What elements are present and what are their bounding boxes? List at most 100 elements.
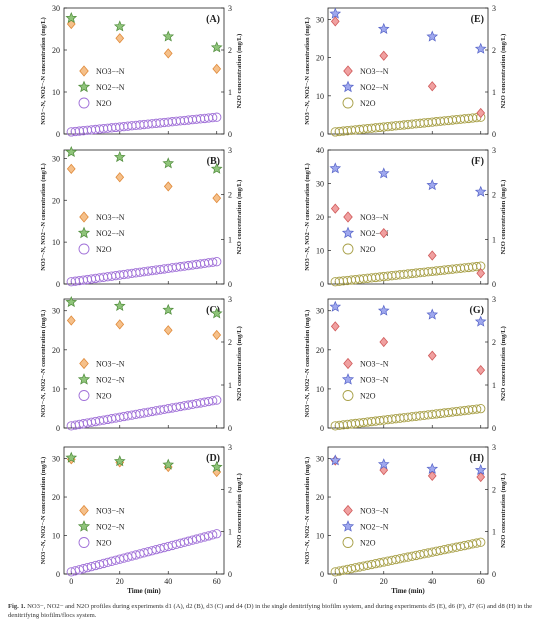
legend-marker-no2 [77, 373, 91, 385]
panel-label: (D) [206, 453, 220, 464]
plot-frame [327, 446, 489, 575]
no2-point [426, 308, 439, 320]
y-right-axis-label: N2O concentration (mg/L) [236, 34, 243, 109]
plot-frame [63, 446, 225, 575]
y-left-tick-label: 10 [52, 238, 60, 247]
y-left-tick-label: 0 [56, 570, 60, 579]
y-right-tick-label: 1 [228, 381, 232, 390]
y-left-tick-label: 0 [320, 424, 324, 433]
n2o-point [472, 538, 482, 548]
n2o-point [472, 261, 482, 272]
y-right-axis-label: N2O concentration (mg/L) [500, 180, 507, 255]
no2-point [426, 30, 439, 42]
y-left-tick-label: 10 [316, 247, 324, 256]
legend-label: NO3−-N [360, 67, 389, 76]
no3-point [115, 172, 125, 183]
legend-label: NO3−-N [96, 507, 125, 516]
legend-label: NO3−-N [360, 376, 389, 385]
legend-marker-no2 [77, 226, 91, 239]
panel-label: (C) [206, 305, 220, 316]
no2-point [162, 458, 175, 470]
no3-point [66, 163, 76, 174]
n2o-point [212, 529, 222, 539]
legend-label: NO2−-N [96, 229, 125, 238]
no2-point [210, 460, 223, 472]
legend-marker-no2 [341, 520, 355, 532]
no3-point [427, 250, 437, 261]
legend-label: NO2−-N [96, 83, 125, 92]
no3-point [66, 315, 76, 326]
y-left-axis-label: NO3−-N, NO2−-N concentration (mg/L) [40, 310, 47, 418]
y-right-tick-label: 2 [228, 191, 232, 200]
n2o-point [476, 537, 486, 547]
no3-point [330, 16, 340, 27]
y-right-axis-label: N2O concentration (mg/L) [236, 326, 243, 401]
y-left-tick-label: 20 [52, 46, 60, 55]
plot-frame [63, 149, 225, 285]
y-right-tick-label: 0 [492, 280, 496, 289]
n2o-point [212, 112, 222, 122]
y-left-axis-label: NO3−-N, NO2−-N concentration (mg/L) [304, 163, 311, 271]
y-left-tick-label: 20 [316, 493, 324, 502]
y-right-tick-label: 3 [228, 295, 232, 304]
legend-label: N2O [360, 539, 376, 548]
legend-label: NO3−-N [96, 213, 125, 222]
no3-point [212, 193, 222, 204]
x-axis-label: Time (min) [127, 587, 161, 595]
legend-marker-n2o [342, 537, 354, 548]
no2-point [113, 299, 126, 311]
legend-marker-n2o [342, 390, 354, 401]
y-right-tick-label: 1 [492, 88, 496, 97]
no2-point [210, 41, 223, 53]
y-right-tick-label: 3 [228, 146, 232, 155]
panel-label: (A) [206, 14, 220, 25]
no2-point [474, 185, 487, 197]
y-right-tick-label: 0 [228, 130, 232, 139]
n2o-point [212, 395, 222, 405]
no3-point [427, 350, 437, 361]
no2-point [210, 307, 223, 319]
x-tick-label: 60 [477, 577, 485, 586]
legend-label: N2O [96, 245, 112, 254]
no3-point [115, 33, 125, 44]
x-tick-label: 60 [213, 577, 221, 586]
no3-point [330, 203, 340, 214]
no2-point [474, 42, 487, 54]
no3-point [379, 336, 389, 348]
no3-point [476, 107, 486, 119]
no2-point [377, 304, 390, 316]
y-right-axis-label: N2O concentration (mg/L) [500, 326, 507, 401]
caption-text: NO3−, NO2− and N2O profiles during exper… [8, 603, 533, 619]
y-right-tick-label: 1 [228, 528, 232, 537]
legend-label: N2O [360, 245, 376, 254]
no2-point [377, 22, 390, 34]
legend-marker-no3 [79, 211, 89, 223]
y-left-tick-label: 10 [52, 88, 60, 97]
y-right-tick-label: 2 [228, 485, 232, 494]
legend-marker-no3 [343, 211, 353, 223]
legend-marker-no2 [77, 80, 91, 93]
y-left-tick-label: 0 [56, 424, 60, 433]
legend-label: NO3−-N [360, 360, 389, 369]
no3-point [476, 365, 486, 376]
y-left-tick-label: 30 [52, 307, 60, 316]
no2-point [329, 162, 342, 174]
n2o-point [212, 257, 222, 267]
no2-point [474, 315, 487, 327]
y-right-tick-label: 0 [492, 570, 496, 579]
y-right-tick-label: 0 [228, 570, 232, 579]
no2-point [113, 151, 126, 163]
legend-marker-no3 [79, 65, 89, 77]
no2-point [162, 303, 175, 315]
y-left-tick-label: 0 [56, 130, 60, 139]
chart-panel: 0 10 20 30 0 1 2 3 NO3−-N, NO2−-N concentration … [40, 4, 243, 139]
y-right-axis-label: N2O concentration (mg/L) [500, 34, 507, 109]
legend-label: N2O [360, 392, 376, 401]
caption-lead: Fig. 1. [8, 603, 26, 610]
plot-frame [63, 298, 225, 429]
legend-label: NO2−-N [96, 376, 125, 385]
y-right-tick-label: 3 [492, 4, 496, 13]
legend-marker-n2o [342, 243, 354, 255]
chart-panel: 0 10 20 30 0 1 2 3 NO3−-N, NO2−-N concentration … [40, 145, 243, 289]
